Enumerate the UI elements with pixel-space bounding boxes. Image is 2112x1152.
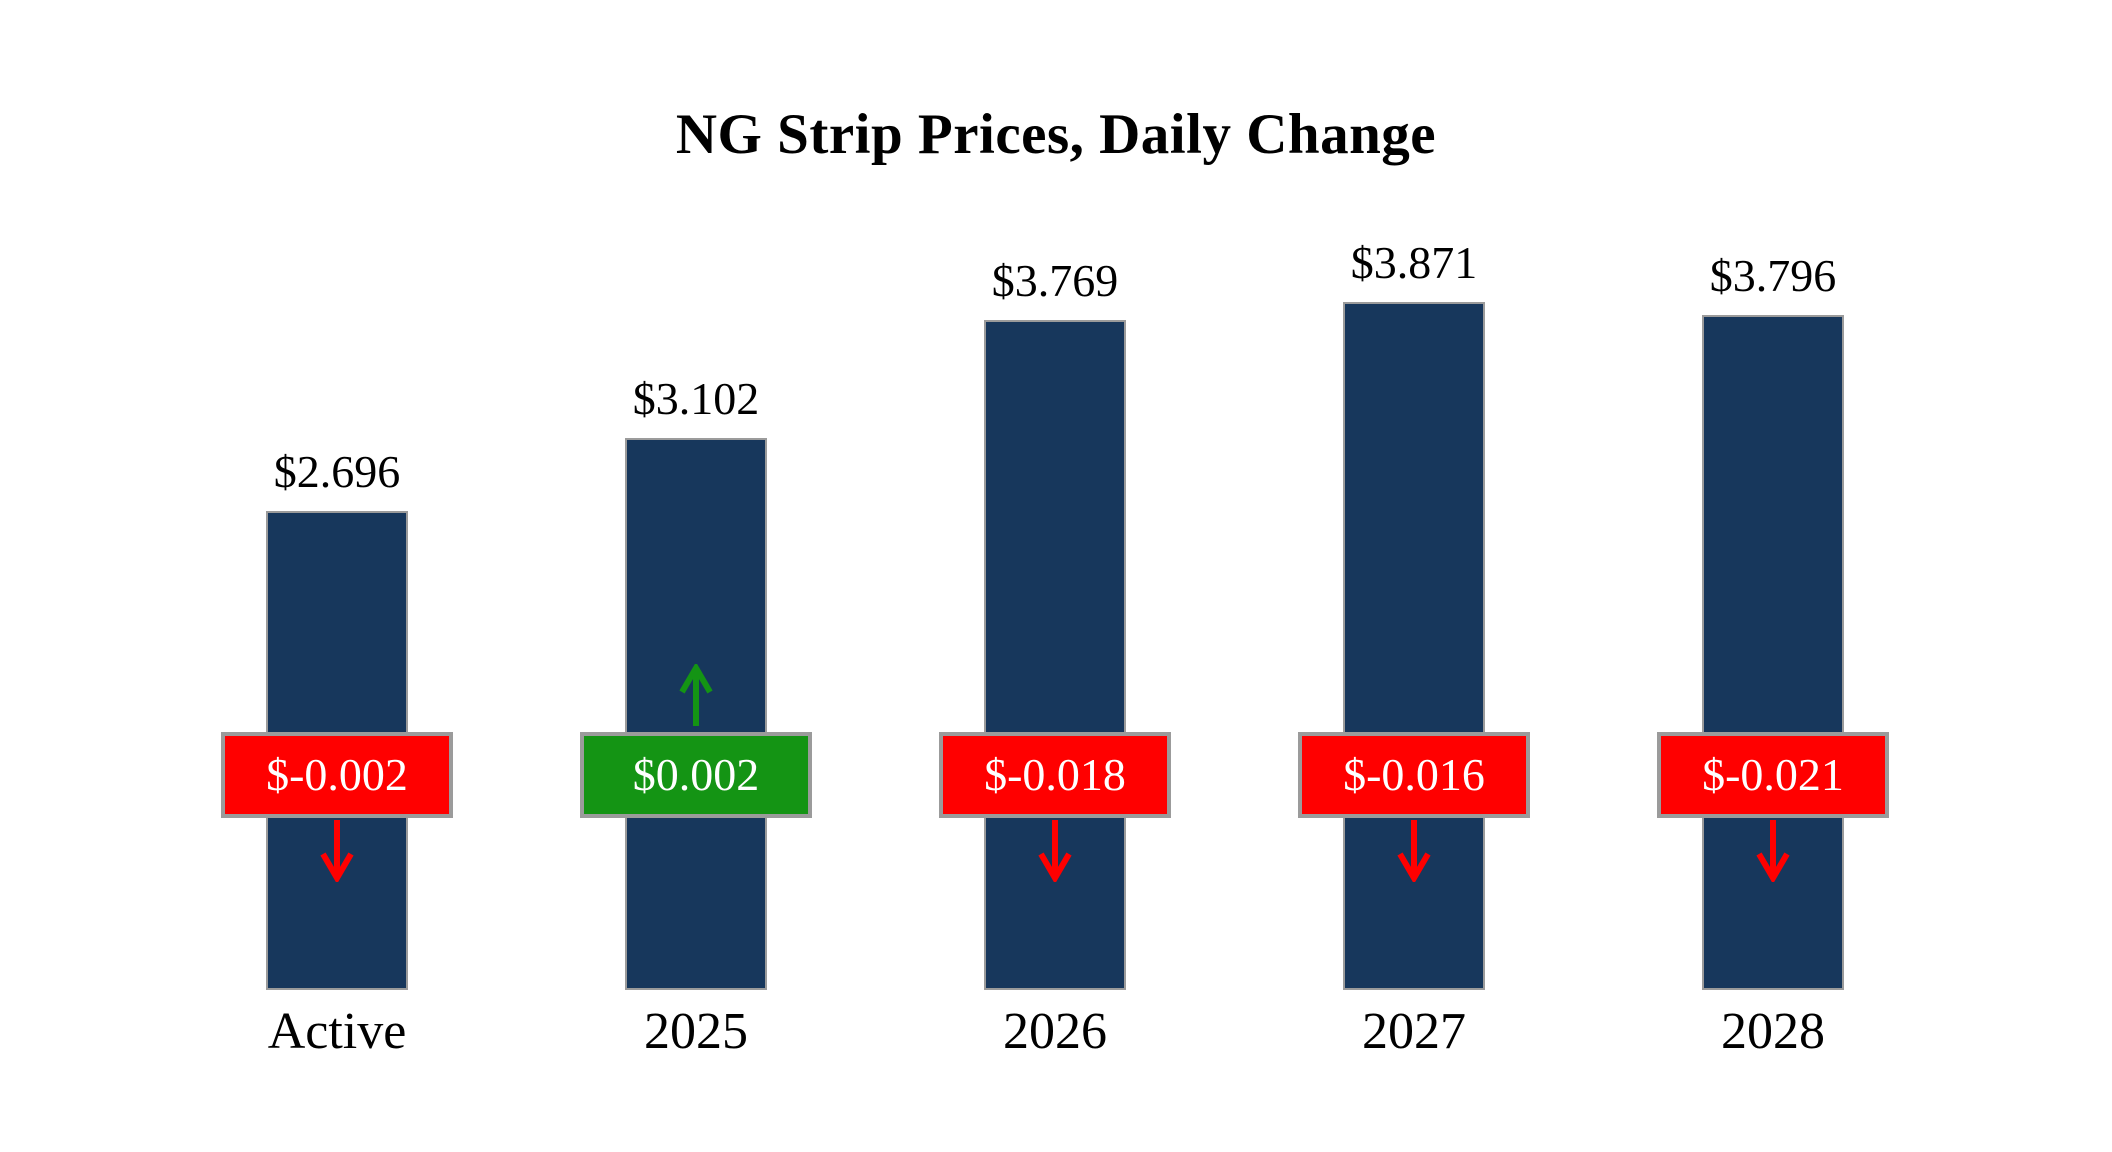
daily-change-badge: $-0.016 xyxy=(1298,732,1530,818)
bar-value-label: $3.871 xyxy=(1350,237,1478,288)
price-bar xyxy=(1343,302,1485,990)
category-label: 2025 xyxy=(644,1003,748,1060)
daily-change-badge: $-0.002 xyxy=(221,732,453,818)
daily-change-badge: $0.002 xyxy=(580,732,812,818)
category-label: 2028 xyxy=(1721,1003,1825,1060)
category-label: 2027 xyxy=(1362,1003,1466,1060)
change-down-arrow-icon xyxy=(319,818,355,884)
daily-change-badge: $-0.021 xyxy=(1657,732,1889,818)
daily-change-badge: $-0.018 xyxy=(939,732,1171,818)
change-down-arrow-icon xyxy=(1396,818,1432,884)
change-down-arrow-icon xyxy=(1755,818,1791,884)
chart-title: NG Strip Prices, Daily Change xyxy=(675,103,1437,166)
category-label: Active xyxy=(267,1003,407,1060)
bar-value-label: $3.796 xyxy=(1709,250,1837,301)
bar-value-label: $3.102 xyxy=(632,373,760,424)
category-label: 2026 xyxy=(1003,1003,1107,1060)
change-down-arrow-icon xyxy=(1037,818,1073,884)
price-bar xyxy=(1702,315,1844,990)
price-bar xyxy=(984,320,1126,990)
bar-value-label: $2.696 xyxy=(273,446,401,497)
change-up-arrow-icon xyxy=(678,662,714,728)
bar-value-label: $3.769 xyxy=(991,255,1119,306)
